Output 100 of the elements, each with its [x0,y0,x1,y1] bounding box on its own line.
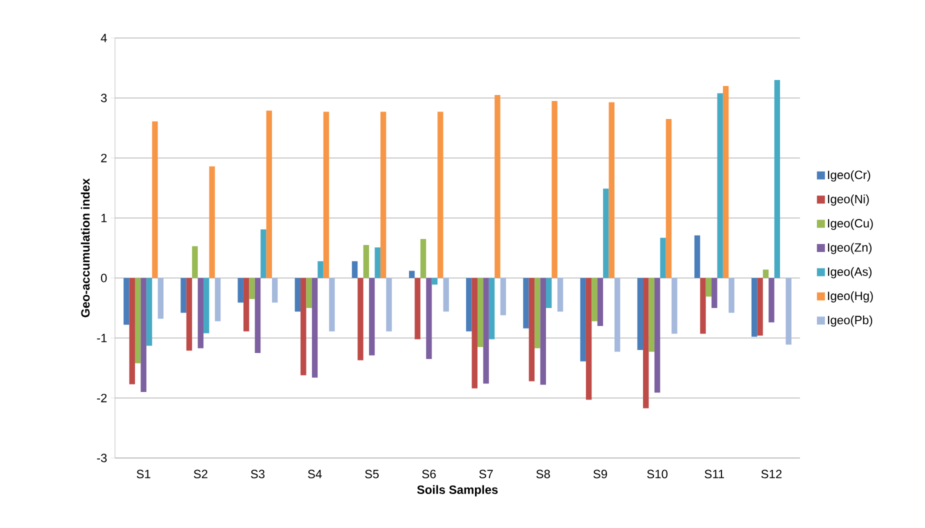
bar [557,278,564,312]
bar [180,278,186,313]
bar [712,278,718,308]
y-tick-label: -3 [97,454,107,462]
bar [592,278,598,322]
bar [414,278,420,340]
bar [318,261,324,278]
bar [483,278,489,384]
bar [546,278,552,308]
bar [243,278,250,332]
bar [329,278,335,332]
bar [466,278,472,332]
bar [129,278,135,384]
bar [272,278,278,303]
bar [694,235,700,278]
bar [728,278,734,313]
bar [540,278,546,385]
bar [660,238,666,278]
bar [477,278,484,347]
bar [146,278,152,346]
bar [666,119,672,278]
bar [186,278,192,351]
bar [528,278,535,382]
legend-label: Igeo(Ni) [828,194,869,206]
bar [266,110,272,278]
bar [643,278,649,408]
bar [249,278,255,299]
bar [438,112,444,278]
bar [580,278,586,362]
bar [294,278,301,312]
bar [238,278,244,303]
bar [488,278,495,340]
legend-label: Igeo(Hg) [828,291,873,302]
x-tick-label: S7 [479,470,493,478]
y-tick-label: 0 [101,274,107,282]
bar [134,278,141,364]
bar [552,101,558,278]
x-tick-label: S2 [194,470,208,478]
bar [363,245,370,278]
x-tick-label: S6 [422,470,436,478]
bar [420,239,426,278]
bar [374,247,380,278]
x-tick-label: S10 [647,470,668,478]
x-tick-label: S3 [250,470,265,478]
bar [443,278,449,312]
bar [386,278,392,332]
x-tick-label: S11 [704,470,724,478]
bar [352,261,358,278]
bar [757,278,763,336]
bar [534,278,540,348]
bar [774,80,780,278]
bar [192,246,198,278]
bar [358,278,364,360]
bar [203,278,210,334]
bar [472,278,478,388]
bar [152,121,158,278]
bar [608,102,614,278]
bar [140,278,146,392]
x-tick-label: S5 [365,470,379,478]
bar [648,278,654,352]
bar [306,278,312,308]
bar [603,188,609,278]
bar [751,278,758,337]
bar [198,278,204,348]
bar [260,229,266,278]
bar [300,278,306,376]
bar [214,278,221,322]
x-axis-title: Soils Samples [417,485,498,496]
bar [494,95,500,278]
bar [614,278,620,352]
legend-label: Igeo(Pb) [828,316,872,327]
bar [586,278,592,400]
bar [254,278,261,353]
y-tick-label: 4 [100,34,107,42]
x-tick-label: S9 [593,470,607,478]
bar [124,278,130,325]
bar [500,278,506,316]
bar [706,278,712,297]
bar [768,278,774,322]
x-tick-label: S8 [536,470,550,478]
x-tick-label: S1 [136,470,150,478]
legend-label: Igeo(Cr) [828,170,870,182]
x-tick-label: S4 [308,470,322,478]
bar [312,278,318,378]
bar [158,278,164,319]
bar [597,278,604,326]
bar [786,278,792,345]
bar [323,112,330,278]
bar [700,278,706,334]
y-axis-title: Geo-accumulation index [80,178,90,318]
legend-label: Igeo(Zn) [828,242,872,254]
bar [523,278,529,328]
x-tick-label: S12 [761,470,782,478]
bar [408,270,415,278]
y-tick-label: -2 [97,394,107,402]
bar [432,278,438,285]
bar [369,278,375,356]
y-tick-label: -1 [97,334,107,342]
bar [380,112,386,278]
bar [672,278,678,334]
